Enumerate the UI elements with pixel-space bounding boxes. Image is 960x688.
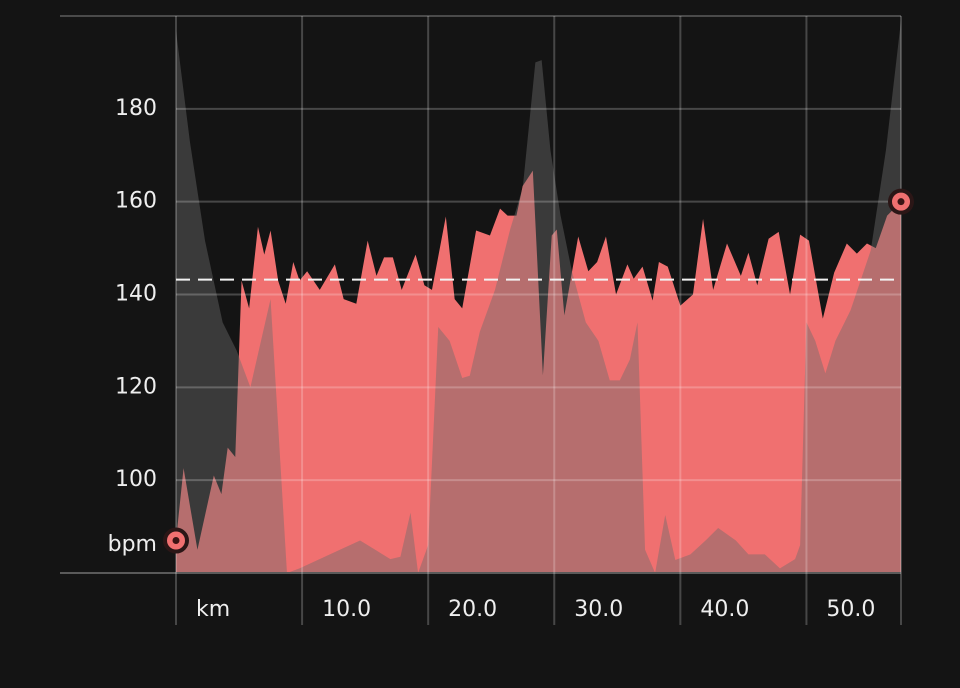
y-tick-label: 140 (115, 282, 157, 307)
area (176, 170, 901, 573)
end-marker-dot (172, 537, 180, 545)
x-tick-label: 20.0 (448, 597, 497, 622)
x-tick-label: km (196, 597, 230, 622)
y-tick-label: 120 (115, 374, 157, 399)
end-marker-dot (897, 198, 905, 206)
area (176, 20, 901, 574)
x-tick-label: 40.0 (700, 597, 749, 622)
y-tick-label: 100 (115, 467, 157, 492)
y-tick-label: 180 (115, 96, 157, 121)
x-tick-label: 50.0 (826, 597, 875, 622)
x-tick-label: 30.0 (574, 597, 623, 622)
y-tick-label: 160 (115, 189, 157, 214)
y-unit-label: bpm (108, 532, 157, 557)
x-tick-label: 10.0 (322, 597, 371, 622)
